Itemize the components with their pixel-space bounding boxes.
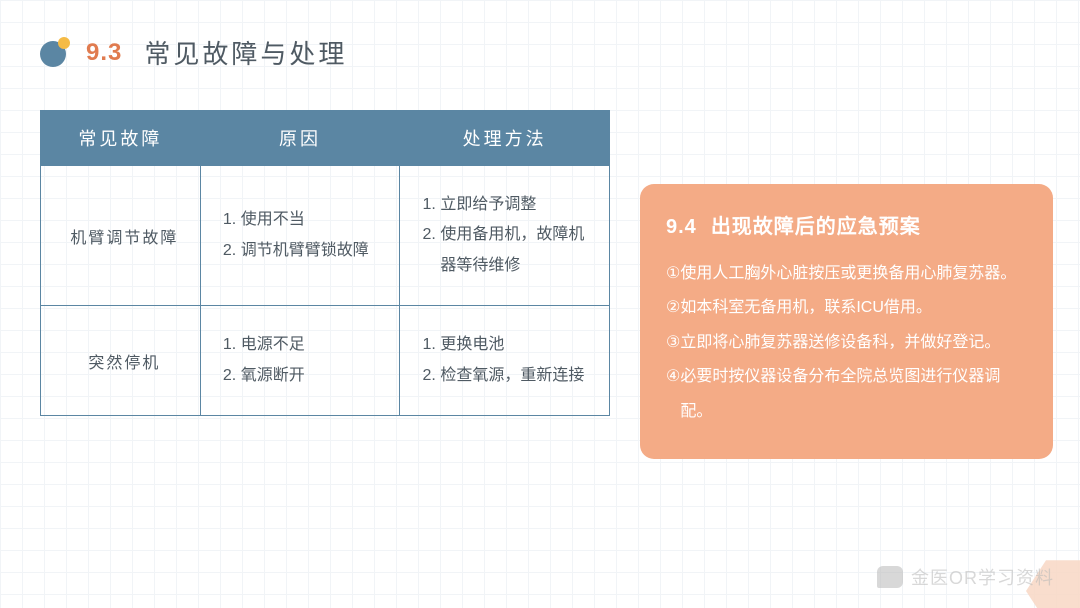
panel-title-text: 出现故障后的应急预案 [711,216,921,238]
reason-cell: 电源不足 氧源断开 [200,306,400,416]
panel-number: 9.4 [666,216,697,238]
watermark: 金医OR学习资料 [877,564,1054,590]
reason-cell: 使用不当 调节机臂臂锁故障 [200,166,400,306]
reason-item: 使用不当 [241,205,390,235]
bullet-icon [40,39,68,67]
action-item: 立即给予调整 [440,190,599,220]
panel-title: 9.4 出现故障后的应急预案 [666,210,1029,239]
panel-list: ①使用人工胸外心脏按压或更换备用心肺复苏器。 ②如本科室无备用机，联系ICU借用… [666,257,1029,429]
reason-item: 电源不足 [241,330,390,360]
panel-text: 必要时按仪器设备分布全院总览图进行仪器调配。 [680,360,1029,429]
section-header: 9.3 常见故障与处理 [40,34,347,71]
watermark-text: 金医OR学习资料 [911,564,1054,590]
action-cell: 更换电池 检查氧源，重新连接 [400,306,610,416]
panel-item: ①使用人工胸外心脏按压或更换备用心肺复苏器。 [666,257,1029,291]
action-item: 检查氧源，重新连接 [440,361,599,391]
bullet-small-circle [58,37,70,49]
faults-table: 常见故障 原因 处理方法 机臂调节故障 使用不当 调节机臂臂锁故障 立即给予调整… [40,110,610,416]
panel-item: ④必要时按仪器设备分布全院总览图进行仪器调配。 [666,360,1029,429]
action-item: 使用备用机，故障机器等待维修 [440,220,599,281]
reason-item: 氧源断开 [241,361,390,391]
action-cell: 立即给予调整 使用备用机，故障机器等待维修 [400,166,610,306]
reason-item: 调节机臂臂锁故障 [241,236,390,266]
action-item: 更换电池 [440,330,599,360]
panel-item: ③立即将心肺复苏器送修设备科，并做好登记。 [666,326,1029,360]
col-header: 处理方法 [400,111,610,166]
panel-text: 立即将心肺复苏器送修设备科，并做好登记。 [680,326,1029,360]
fault-cell: 突然停机 [41,306,201,416]
wechat-icon [877,566,903,588]
fault-cell: 机臂调节故障 [41,166,201,306]
panel-marker: ② [666,291,680,325]
panel-text: 如本科室无备用机，联系ICU借用。 [680,291,1029,325]
panel-marker: ① [666,257,680,291]
table-row: 突然停机 电源不足 氧源断开 更换电池 检查氧源，重新连接 [41,306,610,416]
emergency-panel: 9.4 出现故障后的应急预案 ①使用人工胸外心脏按压或更换备用心肺复苏器。 ②如本… [640,184,1053,459]
panel-text: 使用人工胸外心脏按压或更换备用心肺复苏器。 [680,257,1029,291]
panel-marker: ③ [666,326,680,360]
table-header-row: 常见故障 原因 处理方法 [41,111,610,166]
table-row: 机臂调节故障 使用不当 调节机臂臂锁故障 立即给予调整 使用备用机，故障机器等待… [41,166,610,306]
section-number: 9.3 [86,39,122,67]
col-header: 原因 [200,111,400,166]
col-header: 常见故障 [41,111,201,166]
panel-item: ②如本科室无备用机，联系ICU借用。 [666,291,1029,325]
section-title: 常见故障与处理 [144,34,347,71]
panel-marker: ④ [666,360,680,429]
